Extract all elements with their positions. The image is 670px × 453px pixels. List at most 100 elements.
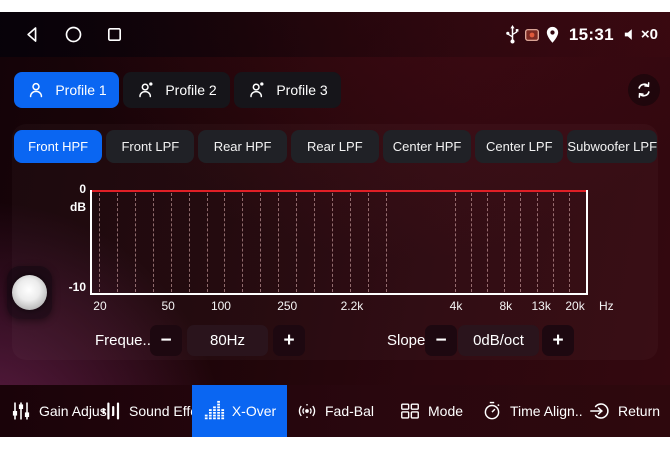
return-icon [589, 400, 611, 422]
frequency-gridline [296, 193, 298, 292]
frequency-gridline [314, 193, 316, 292]
x-tick-label: 2.2k [340, 299, 364, 313]
frequency-gridline [116, 193, 118, 292]
response-line [92, 190, 586, 192]
clock: 15:31 [568, 24, 614, 44]
nav-label: Sound Effe.. [129, 403, 206, 419]
frequency-gridline [242, 193, 244, 292]
y-axis-min-label: -10 [68, 280, 86, 294]
tab-rear-lpf[interactable]: Rear LPF [290, 130, 379, 163]
frequency-gridline [487, 193, 489, 292]
volume-level: ×0 [640, 26, 658, 43]
equalizer-icon [100, 400, 122, 422]
frequency-value: 80Hz [187, 325, 268, 356]
y-axis-max-label: 0 [79, 182, 86, 196]
frequency-gridline [134, 193, 136, 292]
tab-label: Front HPF [28, 139, 89, 154]
frequency-gridline [454, 193, 456, 292]
nav-item-fad-bal[interactable]: Fad-Bal [296, 385, 374, 437]
slope-minus-button[interactable]: − [425, 325, 457, 356]
sliders-icon [10, 400, 32, 422]
x-tick-label: 13k [531, 299, 551, 313]
x-tick-label: 250 [277, 299, 298, 313]
nav-item-return[interactable]: Return [589, 385, 660, 437]
person-icon [26, 80, 46, 100]
frequency-gridline [188, 193, 190, 292]
person-icon [136, 80, 156, 100]
usb-icon [505, 24, 520, 45]
location-icon [544, 25, 561, 45]
x-axis: Hz 20 50 100 250 2.2k 4k 8k 13k 20k [90, 299, 613, 315]
x-tick-label: 8k [499, 299, 513, 313]
xover-plot [90, 190, 588, 295]
nav-label: X-Over [231, 403, 277, 419]
frequency-response-chart: 0 dB -10 Hz 20 50 100 250 2.2k 4k 8k 13k 20k [0, 172, 670, 322]
x-tick-label: 100 [210, 299, 231, 313]
frequency-gridline [470, 193, 472, 292]
status-bar: 15:31 ×0 [0, 12, 670, 57]
frequency-minus-button[interactable]: − [150, 325, 182, 356]
recents-icon[interactable] [104, 24, 125, 45]
frequency-gridline [170, 193, 172, 292]
nav-item-time-align[interactable]: Time Align.. [481, 385, 583, 437]
x-axis-unit-label: Hz [599, 299, 614, 313]
nav-label: Gain Adjus.. [39, 403, 115, 419]
profile-1-button[interactable]: Profile 1 [14, 72, 119, 108]
profile-3-button[interactable]: Profile 3 [234, 72, 341, 108]
back-icon[interactable] [22, 24, 43, 45]
frequency-gridline [278, 193, 280, 292]
tab-center-lpf[interactable]: Center LPF [475, 130, 564, 163]
bottom-nav-bar: Gain Adjus.. Sound Effe.. X-Over [0, 385, 670, 437]
nav-item-mode[interactable]: Mode [399, 385, 463, 437]
frequency-plus-button[interactable]: + [273, 325, 305, 356]
slope-value: 0dB/oct [458, 325, 539, 356]
home-icon[interactable] [63, 24, 84, 45]
media-card-icon [525, 28, 539, 41]
tab-subwoofer-lpf[interactable]: Subwoofer LPF [567, 130, 658, 163]
frequency-gridline [519, 193, 521, 292]
slope-plus-button[interactable]: + [542, 325, 574, 356]
mute-icon [622, 26, 639, 43]
status-icons: 15:31 ×0 [505, 12, 658, 57]
frequency-gridline [332, 193, 334, 292]
head-unit-screen: 15:31 ×0 Profile 1 Profile 2 [0, 12, 670, 437]
frequency-gridline [349, 193, 351, 292]
tab-front-lpf[interactable]: Front LPF [106, 130, 195, 163]
nav-label: Fad-Bal [325, 403, 375, 419]
tab-front-hpf[interactable]: Front HPF [14, 130, 103, 163]
frequency-label: Freque.. [95, 332, 151, 349]
frequency-gridline [224, 193, 226, 292]
frequency-gridline [206, 193, 208, 292]
tab-center-hpf[interactable]: Center HPF [382, 130, 472, 163]
speaker-mode-icon [399, 400, 421, 422]
tab-label: Center HPF [392, 139, 462, 154]
nav-item-gain-adjust[interactable]: Gain Adjus.. [10, 385, 115, 437]
tab-rear-hpf[interactable]: Rear HPF [198, 130, 287, 163]
stopwatch-icon [481, 400, 503, 422]
nav-item-sound-effect[interactable]: Sound Effe.. [100, 385, 206, 437]
x-tick-label: 20k [565, 299, 585, 313]
frequency-gridline [98, 193, 100, 292]
profile-2-button[interactable]: Profile 2 [123, 72, 230, 108]
frequency-gridline [385, 193, 387, 292]
crossover-bars-icon [203, 400, 225, 422]
nav-item-x-over[interactable]: X-Over [192, 385, 287, 437]
frequency-gridline [503, 193, 505, 292]
nav-label: Mode [428, 403, 464, 419]
profile-label: Profile 2 [165, 82, 217, 98]
tab-label: Front LPF [121, 139, 180, 154]
profile-label: Profile 3 [276, 82, 328, 98]
y-axis-unit-label: dB [70, 200, 86, 214]
profile-row: Profile 1 Profile 2 Profile 3 [14, 72, 341, 108]
nav-label: Return [618, 403, 661, 419]
reset-button[interactable] [628, 74, 660, 106]
x-tick-label: 20 [93, 299, 107, 313]
tab-label: Subwoofer LPF [567, 139, 658, 154]
tab-label: Rear HPF [213, 139, 272, 154]
filter-tabs: Front HPF Front LPF Rear HPF Rear LPF Ce… [14, 130, 658, 163]
x-tick-label: 4k [449, 299, 463, 313]
refresh-icon [634, 80, 654, 100]
slope-label: Slope [387, 332, 426, 349]
profile-label: Profile 1 [55, 82, 107, 98]
volume-knob[interactable] [12, 275, 47, 310]
